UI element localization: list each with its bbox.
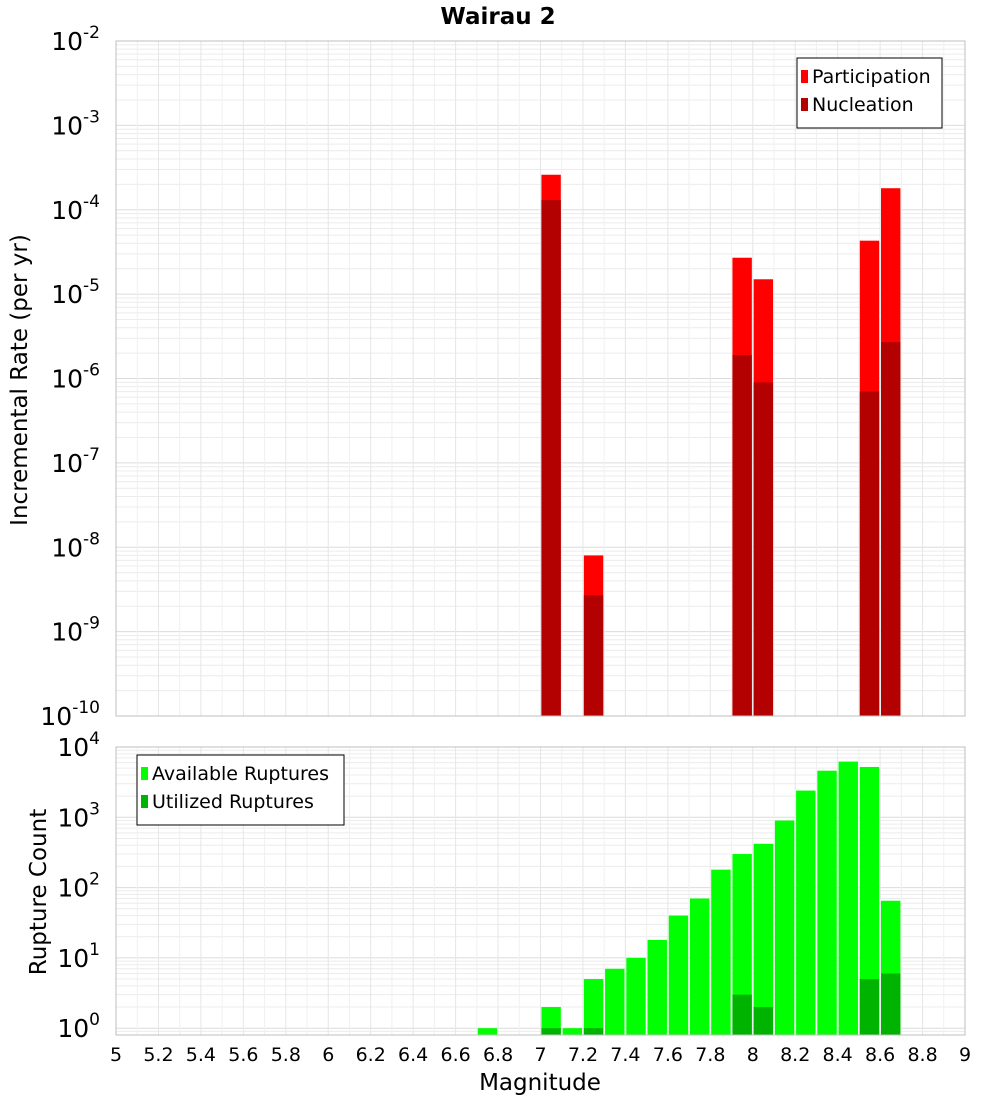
legend-label: Available Ruptures [152,763,329,785]
bar [541,1028,561,1035]
x-tick-label: 6.2 [356,1044,386,1066]
plot-frame [115,746,966,1036]
bar [583,1028,604,1035]
bottom-series-available-ruptures [477,761,901,1035]
bar [711,869,731,1035]
x-tick-label: 6.8 [483,1044,513,1066]
y-tick-label: 102 [57,870,100,903]
y-tick-label: 10-2 [51,23,100,56]
bar [583,979,604,1035]
legend-swatch [801,98,808,111]
bottom-legend: Available Ruptures Utilized Ruptures [136,754,345,826]
chart-title: Wairau 2 [440,4,555,30]
bottom-panel: 100 101 102 103 104 Available Ruptures Utilize… [57,729,966,1043]
bottom-y-axis-label: Rupture Count [26,809,52,975]
bar [774,820,795,1035]
bar [859,766,880,1035]
bar [647,939,667,1035]
x-tick-label: 8.6 [865,1044,895,1066]
y-tick-label: 100 [57,1010,100,1043]
y-tick-label: 10-9 [51,614,100,647]
bar [753,1007,774,1035]
top-panel: 10-10 10-9 10-8 10-7 10-6 10-5 10-4 10-3 10-2 Par… [40,23,966,731]
top-series-nucleation [541,200,901,716]
bar [583,595,604,716]
bar [689,898,710,1035]
legend-swatch [141,767,148,780]
bar [732,354,752,716]
bar [753,843,774,1035]
x-tick-label: 6.4 [398,1044,428,1066]
bar [838,761,858,1035]
bar [668,915,689,1035]
legend-label: Nucleation [812,94,914,116]
plot-frame [115,40,966,717]
bar [753,382,774,716]
x-tick-label: 5.4 [186,1044,216,1066]
legend-box [796,57,943,129]
x-tick-label: 6 [322,1044,334,1066]
bottom-series-utilized-ruptures [541,973,901,1035]
x-tick-labels: 5 5.2 5.4 5.6 5.8 6 6.2 6.4 6.6 6.8 7 7.2 7.4 7.6 7.8 8… [110,1044,971,1066]
legend-box [136,754,345,826]
y-tick-label: 10-7 [51,445,100,478]
bar [817,770,837,1035]
bar [477,1028,498,1035]
bar [605,968,625,1035]
legend-swatch [801,70,808,83]
y-tick-label: 103 [57,799,100,832]
bar [626,957,646,1035]
y-tick-label: 10-8 [51,529,100,562]
y-tick-label: 10-5 [51,276,100,309]
legend-label: Participation [812,66,931,88]
x-tick-label: 9 [959,1044,971,1066]
top-legend: Participation Nucleation [796,57,943,129]
x-tick-label: 8.2 [780,1044,810,1066]
x-tick-label: 5.6 [228,1044,258,1066]
bar [859,979,880,1035]
x-tick-label: 7.4 [610,1044,640,1066]
bar [732,854,752,1035]
bar [859,391,880,716]
y-tick-label: 10-6 [51,361,100,394]
x-tick-label: 7.6 [653,1044,683,1066]
x-axis-label: Magnitude [479,1070,601,1096]
x-tick-label: 7.2 [568,1044,598,1066]
x-tick-label: 5.8 [271,1044,301,1066]
x-tick-label: 5.2 [143,1044,173,1066]
x-tick-label: 8 [747,1044,759,1066]
x-tick-label: 8.8 [907,1044,937,1066]
top-gridlines [115,40,966,717]
x-tick-label: 8.4 [823,1044,853,1066]
x-tick-label: 7 [534,1044,546,1066]
x-tick-label: 5 [110,1044,122,1066]
y-tick-label: 10-4 [51,192,100,225]
bar [796,790,816,1035]
y-tick-label: 10-3 [51,107,100,140]
y-tick-label: 10-10 [40,698,100,731]
y-tick-label: 101 [57,940,100,973]
legend-label: Utilized Ruptures [152,791,314,813]
bar [541,1007,561,1035]
bar [541,200,561,716]
top-y-axis-label: Incremental Rate (per yr) [7,234,33,526]
bar [732,994,752,1035]
x-tick-label: 7.8 [695,1044,725,1066]
bar [881,973,901,1035]
y-tick-label: 104 [57,729,100,762]
bar [562,1028,583,1035]
bar [881,342,901,716]
legend-swatch [141,795,148,808]
x-tick-label: 6.6 [440,1044,470,1066]
